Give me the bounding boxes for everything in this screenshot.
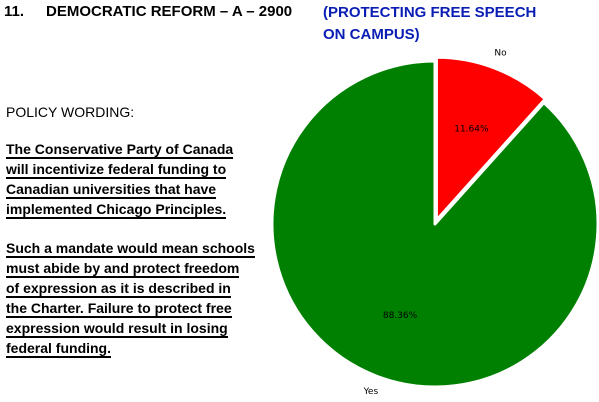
pie-percent-label-yes: 88.36%	[383, 311, 418, 321]
section-number: 11.	[4, 3, 25, 20]
pie-percent-label-no: 11.64%	[454, 124, 489, 134]
policy-line: implemented Chicago Principles.	[6, 201, 227, 219]
pie-labels: 11.64% No 88.36% Yes	[363, 48, 508, 397]
policy-paragraph-2: Such a mandate would mean schools must a…	[6, 239, 274, 359]
policy-line: Canadian universities that have	[6, 181, 217, 199]
pie-category-label-no: No	[494, 48, 507, 58]
pie-slice-yes	[270, 59, 599, 389]
subtitle-line-2: ON CAMPUS)	[323, 26, 420, 43]
policy-line: the Charter. Failure to protect free	[6, 300, 232, 318]
pie-slice-no	[434, 55, 547, 222]
policy-line: Such a mandate would mean schools	[6, 240, 255, 258]
section-title: DEMOCRATIC REFORM – A – 2900	[46, 3, 293, 20]
subtitle-line-1: (PROTECTING FREE SPEECH	[323, 4, 537, 21]
policy-line: The Conservative Party of Canada	[6, 141, 234, 159]
policy-paragraph-1: The Conservative Party of Canada will in…	[6, 140, 274, 220]
policy-line: must abide by and protect freedom	[6, 260, 240, 278]
policy-text: The Conservative Party of Canada will in…	[6, 140, 274, 359]
policy-line: federal funding.	[6, 340, 111, 358]
policy-line: expression would result in losing	[6, 320, 228, 338]
policy-wording-label: POLICY WORDING:	[6, 104, 135, 120]
pie-slices	[270, 55, 599, 389]
section-subtitle: (PROTECTING FREE SPEECH ON CAMPUS)	[323, 2, 536, 46]
section-heading: 11. DEMOCRATIC REFORM – A – 2900	[4, 2, 292, 21]
policy-line: of expression as it is described in	[6, 280, 231, 298]
pie-category-label-yes: Yes	[363, 387, 379, 397]
policy-line: will incentivize federal funding to	[6, 161, 227, 179]
